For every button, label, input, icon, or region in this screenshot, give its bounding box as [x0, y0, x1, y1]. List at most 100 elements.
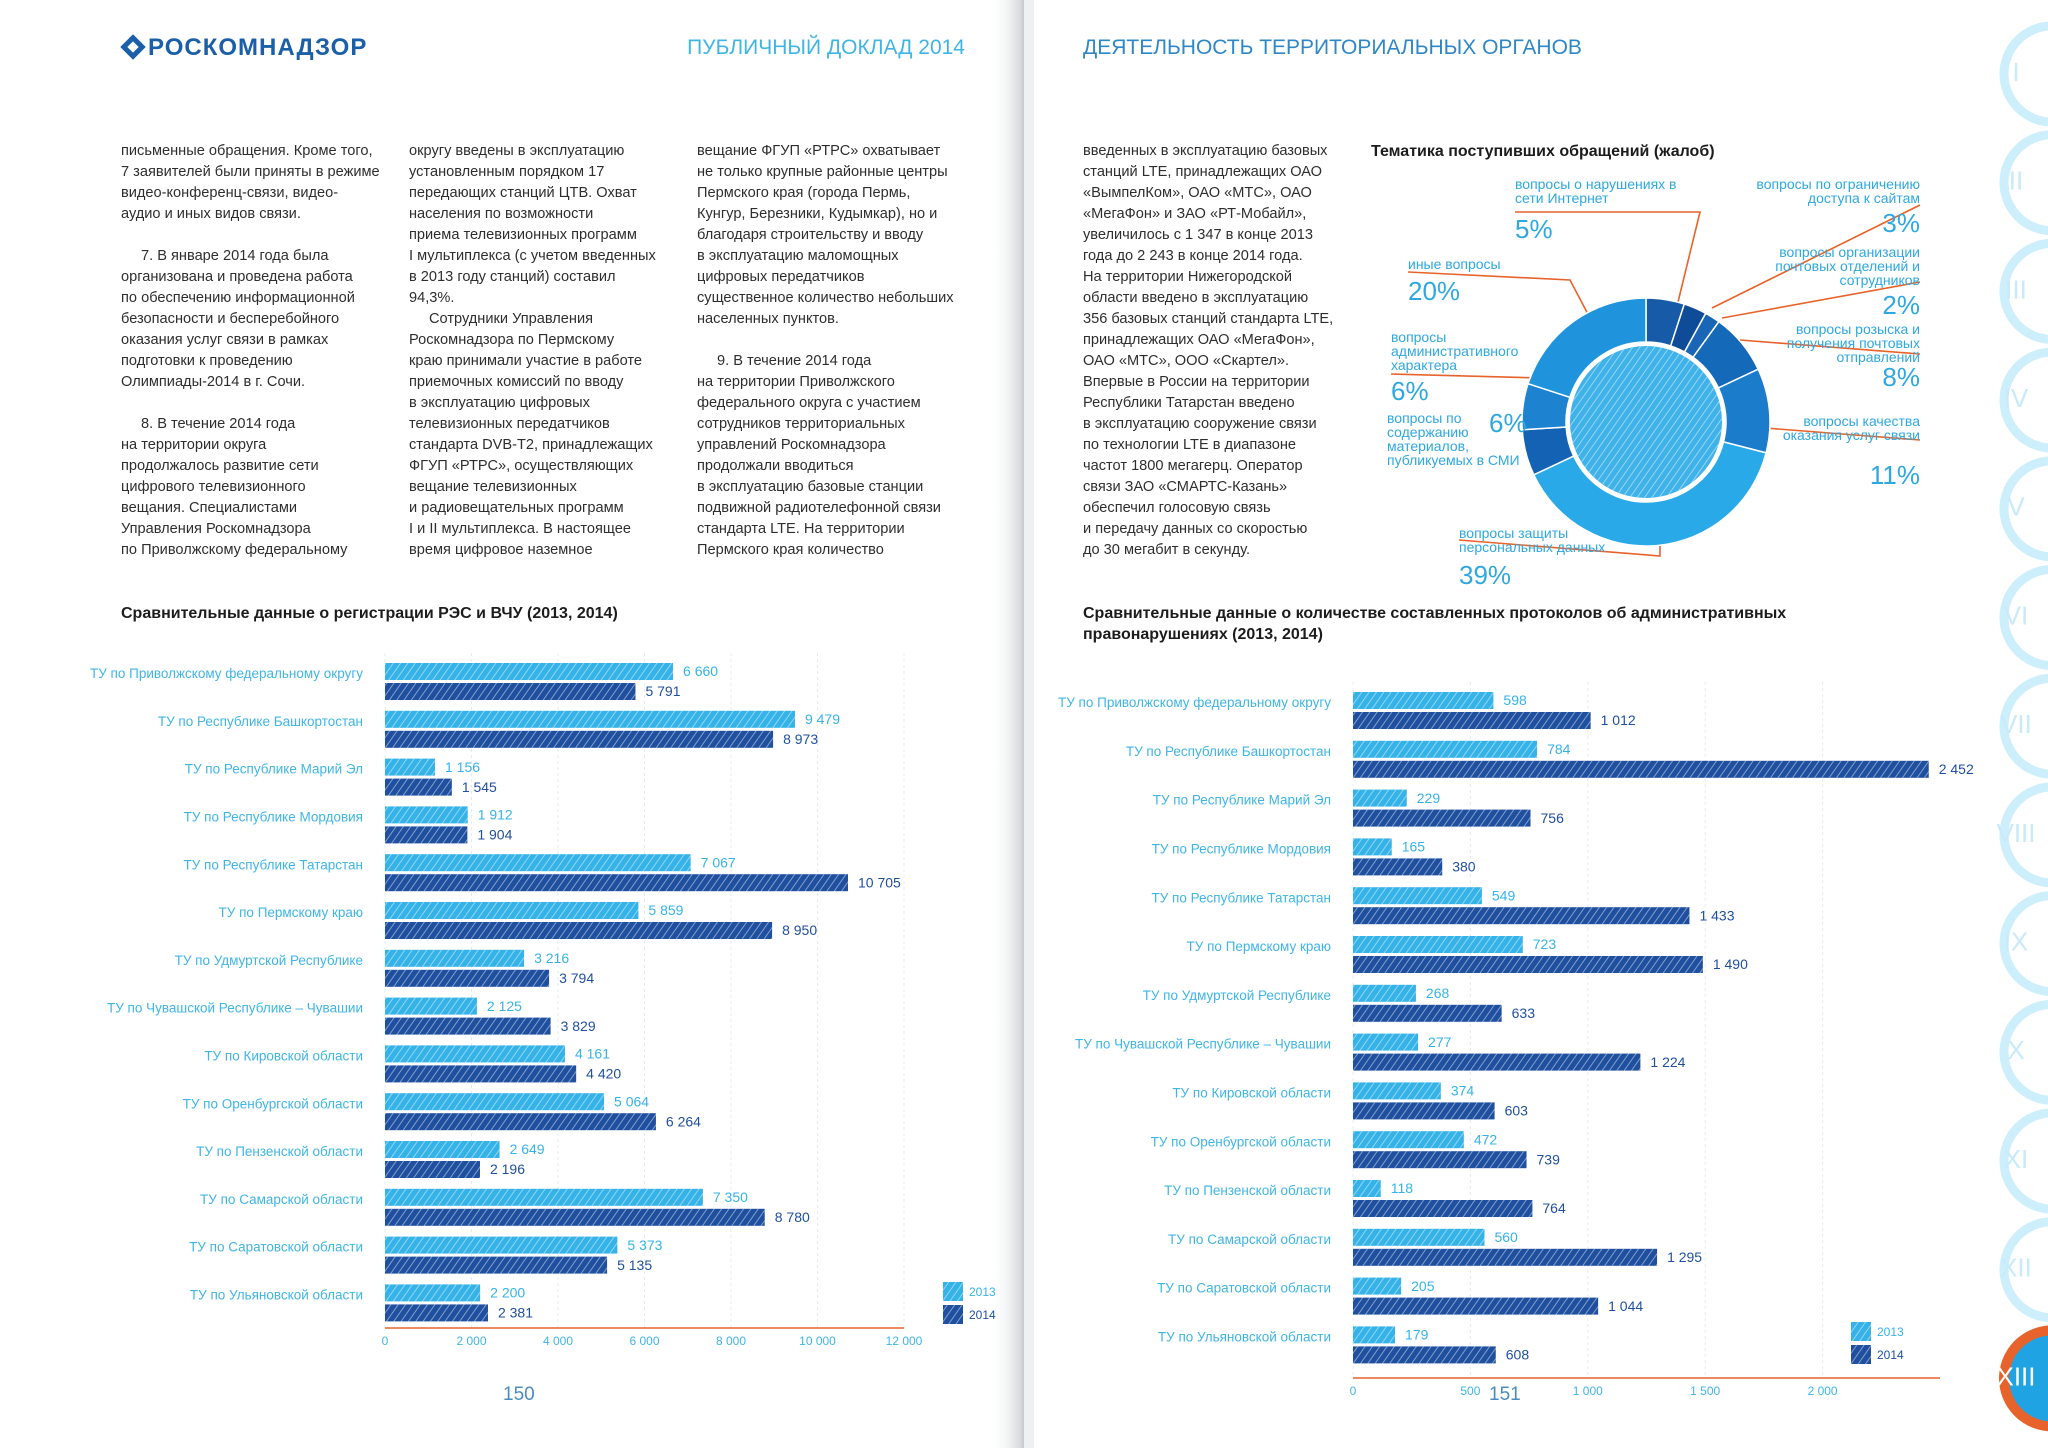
category-label: ТУ по Приволжскому федеральному округу	[1058, 695, 1331, 710]
section-tab[interactable]	[1999, 456, 2048, 562]
bar-texture	[1353, 1102, 1495, 1120]
text-line: ОАО «МТС», ООО «Скартел».	[1083, 353, 1290, 369]
value-label: 5 859	[648, 902, 683, 918]
text-line: и передачу данных со скоростью	[1083, 521, 1308, 537]
value-label: 1 904	[477, 827, 512, 843]
section-tab[interactable]	[1999, 130, 2048, 236]
section-tab-label[interactable]: IX	[2004, 926, 2029, 956]
text-line: населенных пунктов.	[697, 311, 839, 327]
text-line: Пермского края количество	[697, 542, 884, 558]
chart-title: Сравнительные данные о регистрации РЭС и…	[121, 605, 618, 622]
logo-icon	[120, 34, 146, 60]
value-label: 179	[1405, 1327, 1429, 1343]
text-line: 8. В течение 2014 года	[141, 416, 296, 432]
value-label: 549	[1492, 887, 1516, 903]
section-tab-label[interactable]: VI	[2004, 600, 2029, 630]
section-tab[interactable]	[1999, 1325, 2048, 1432]
pie-slice	[1532, 440, 1768, 547]
category-label: ТУ по Пензенской области	[196, 1144, 363, 1159]
value-label: 277	[1428, 1034, 1452, 1050]
section-tab-label[interactable]: I	[2012, 57, 2019, 87]
chart-title: Сравнительные данные о количестве состав…	[1083, 605, 1787, 643]
section-tab[interactable]	[1999, 21, 2048, 127]
text-line: и радиовещательных программ	[409, 500, 624, 516]
category-label: ТУ по Оренбургской области	[183, 1096, 363, 1111]
section-tab[interactable]	[1999, 565, 2048, 670]
value-label: 2 649	[510, 1141, 545, 1157]
section-tab-label[interactable]: III	[2005, 274, 2027, 304]
value-label: 229	[1417, 790, 1441, 806]
text-line: по обеспечению информационной	[121, 290, 355, 306]
section-tab-label[interactable]: XIII	[1996, 1361, 2035, 1391]
bar-texture	[385, 1161, 480, 1178]
section-tab[interactable]	[1999, 999, 2048, 1105]
text-line: до 30 мегабит в секунду.	[1083, 542, 1251, 558]
text-line: продолжалось развитие сети	[121, 458, 319, 474]
legend-label: 2013	[1877, 1325, 1904, 1339]
text-line: I и II мультиплекса. В настоящее	[409, 521, 631, 537]
paragraph: Сотрудники Управления Роскомнадзора по Пе…	[409, 309, 689, 561]
pie-value: 5%	[1515, 214, 1553, 244]
text-line: аудио и иных видов связи.	[121, 206, 301, 222]
value-label: 1 224	[1650, 1054, 1685, 1070]
section-tab-label[interactable]: XII	[2000, 1253, 2032, 1283]
category-label: ТУ по Республике Марий Эл	[1153, 793, 1331, 808]
value-label: 6 264	[666, 1113, 701, 1129]
text-line: 9. В течение 2014 года	[717, 353, 872, 369]
pie-value: 11%	[1869, 460, 1920, 490]
text-line: продолжали вводиться	[697, 458, 854, 474]
bar-texture	[385, 1284, 481, 1302]
value-label: 268	[1426, 985, 1450, 1001]
section-tab-label[interactable]: V	[2007, 492, 2025, 522]
section-tab[interactable]	[1999, 673, 2048, 779]
section-tab[interactable]	[1999, 891, 2048, 996]
text-line: передающих станций ЦТВ. Охват	[409, 185, 637, 201]
value-label: 374	[1451, 1083, 1475, 1099]
bar-texture	[1353, 1131, 1464, 1149]
value-label: 2 125	[487, 998, 522, 1014]
section-tab[interactable]	[1999, 347, 2048, 453]
value-label: 5 791	[645, 683, 680, 699]
page-number: 151	[1489, 1384, 1521, 1405]
text-line: благодаря строительству и вводу	[697, 227, 924, 243]
text-line: стандарта DVB-T2, принадлежащих	[409, 437, 653, 453]
text-column: округу введены в эксплуатацию установленн…	[409, 141, 689, 561]
section-tab-label[interactable]: VII	[2000, 709, 2032, 739]
bar-texture	[385, 683, 636, 700]
legend-texture	[943, 1305, 963, 1324]
bar-texture	[1353, 956, 1703, 973]
section-tab[interactable]	[1999, 782, 2048, 888]
text-line: вещание телевизионных	[409, 479, 577, 495]
text-line: время цифровое наземное	[409, 542, 593, 558]
text-line: области введено в эксплуатацию	[1083, 290, 1309, 306]
bar-texture	[385, 1045, 565, 1063]
category-label: ТУ по Республике Мордовия	[184, 809, 363, 824]
section-tab[interactable]	[1999, 1217, 2048, 1323]
text-line: обеспечил голосовую связь	[1083, 500, 1271, 516]
text-line: частот 1800 мегагерц. Оператор	[1083, 458, 1303, 474]
legend-texture	[1851, 1322, 1871, 1341]
x-tick-label: 2 000	[1808, 1384, 1838, 1398]
right-header: ДЕЯТЕЛЬНОСТЬ ТЕРРИТОРИАЛЬНЫХ ОРГАНОВ	[1083, 36, 1582, 59]
pie-label: вопросы о нарушениях в сети Интернет	[1515, 176, 1677, 206]
bar-texture	[385, 1065, 577, 1083]
x-tick-label: 1 500	[1690, 1384, 1720, 1398]
section-tab-label[interactable]: VIII	[1996, 818, 2035, 848]
section-tab-label[interactable]: X	[2007, 1035, 2024, 1065]
page-fold	[990, 0, 1024, 1448]
section-tab[interactable]	[1999, 1108, 2048, 1214]
value-label: 5 373	[627, 1237, 662, 1253]
pie-value: 2%	[1882, 290, 1920, 320]
section-tab-label[interactable]: IV	[2004, 383, 2029, 413]
text-line: безопасности и бесперебойного	[121, 311, 340, 327]
section-tab[interactable]	[1999, 239, 2048, 344]
bar-texture	[1353, 936, 1523, 953]
page-number: 150	[503, 1384, 535, 1405]
section-tab-label[interactable]: XI	[2004, 1144, 2029, 1174]
text-line: приемочных комиссий по вводу	[409, 374, 624, 390]
section-tab-label[interactable]: II	[2009, 166, 2023, 196]
text-line: связи ЗАО «СМАРТС-Казань»	[1083, 479, 1288, 495]
text-line: по технологии LTE в диапазоне	[1083, 437, 1297, 453]
bar-texture	[1353, 1346, 1496, 1364]
category-label: ТУ по Пермскому краю	[1187, 939, 1331, 954]
